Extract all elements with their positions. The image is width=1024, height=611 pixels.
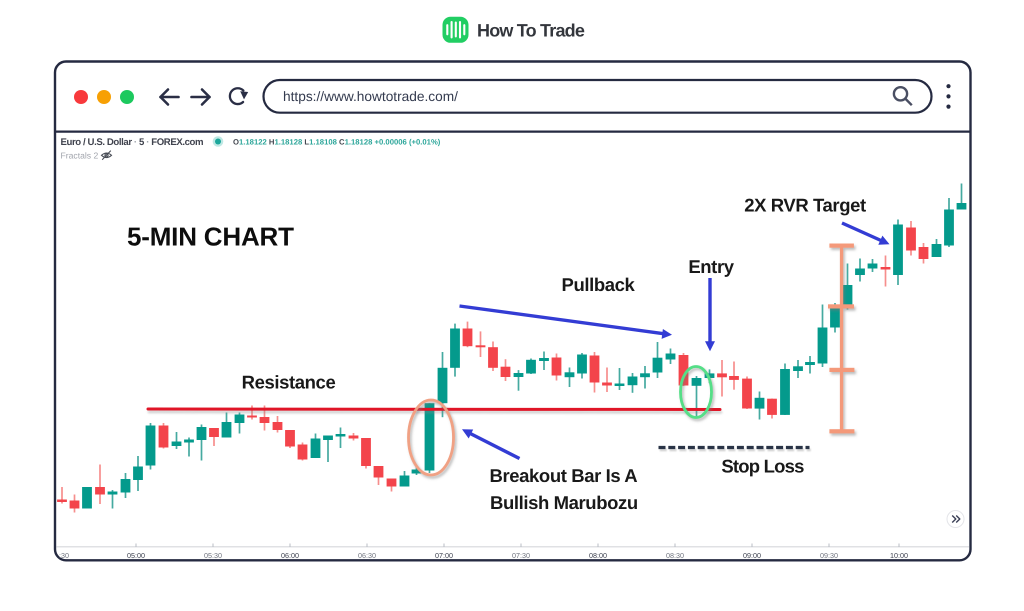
svg-text:How To Trade: How To Trade — [477, 20, 585, 40]
svg-text:08:30: 08:30 — [666, 551, 684, 560]
svg-text:Pullback: Pullback — [562, 274, 636, 295]
svg-text:https://www.howtotrade.com/: https://www.howtotrade.com/ — [283, 89, 458, 104]
svg-text:Euro / U.S. Dollar · 5 · FOREX: Euro / U.S. Dollar · 5 · FOREX.com — [61, 137, 204, 148]
svg-text:06:30: 06:30 — [358, 551, 376, 560]
svg-text::30: :30 — [59, 551, 69, 560]
svg-text:5-MIN CHART: 5-MIN CHART — [127, 222, 294, 252]
svg-text:Entry: Entry — [688, 256, 734, 277]
svg-text:07:30: 07:30 — [512, 551, 530, 560]
svg-text:06:00: 06:00 — [281, 551, 299, 560]
svg-text:Breakout Bar Is A: Breakout Bar Is A — [490, 465, 638, 486]
svg-text:Stop Loss: Stop Loss — [721, 455, 804, 476]
svg-text:05:30: 05:30 — [204, 551, 222, 560]
svg-text:Bullish Marubozu: Bullish Marubozu — [490, 492, 638, 513]
svg-text:09:00: 09:00 — [743, 551, 761, 560]
svg-text:O1.18122 H1.18128 L1.18108 C1.: O1.18122 H1.18128 L1.18108 C1.18128 +0.0… — [233, 138, 441, 147]
svg-text:Resistance: Resistance — [242, 371, 336, 392]
svg-text:09:30: 09:30 — [820, 551, 838, 560]
svg-text:10:00: 10:00 — [890, 551, 908, 560]
svg-text:05:00: 05:00 — [127, 551, 145, 560]
svg-text:08:00: 08:00 — [589, 551, 607, 560]
svg-text:2X RVR Target: 2X RVR Target — [744, 194, 866, 215]
svg-text:07:00: 07:00 — [435, 551, 453, 560]
svg-text:Fractals 2: Fractals 2 — [61, 151, 99, 161]
